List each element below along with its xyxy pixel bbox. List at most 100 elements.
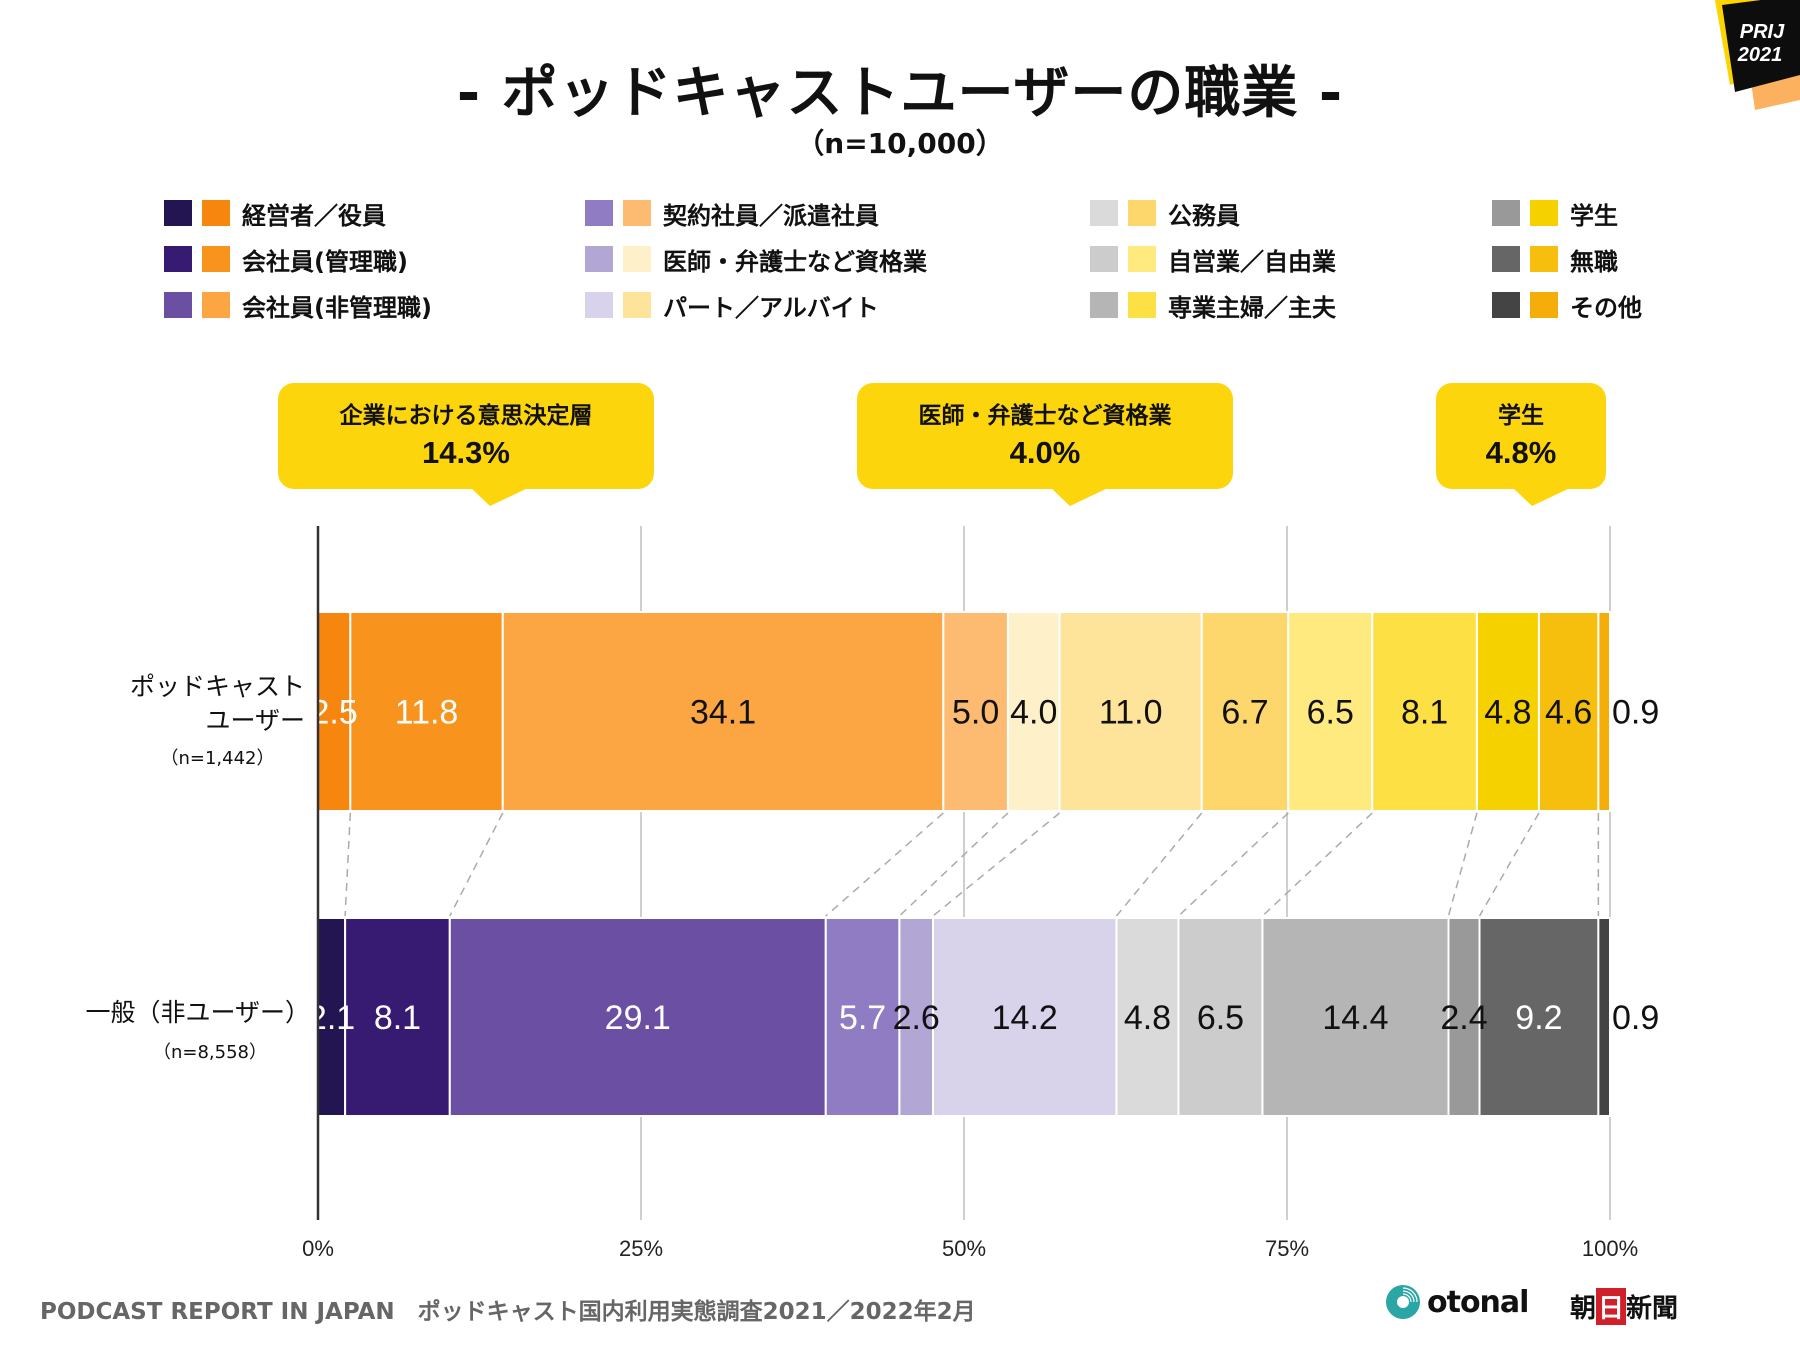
legend-item: 学生 <box>1492 198 1618 230</box>
x-tick-label: 25% <box>619 1236 663 1261</box>
bar-segment <box>344 917 451 1117</box>
data-label: 6.5 <box>1307 694 1354 732</box>
data-label: 4.0 <box>1010 694 1057 732</box>
legend-label: 契約社員／派遣社員 <box>663 201 879 230</box>
badge-text-line1: PRIJ <box>1740 21 1785 43</box>
x-tick-label: 100% <box>1582 1236 1638 1261</box>
legend-swatch-general <box>164 200 192 226</box>
asahi-logo-char: 聞 <box>1652 1294 1679 1324</box>
x-tick-label: 75% <box>1265 1236 1309 1261</box>
legend-swatch-general <box>585 200 613 226</box>
callout-bubble: 医師・弁護士など資格業 4.0% <box>857 383 1233 506</box>
data-label: 2.6 <box>893 999 940 1037</box>
data-label: 9.2 <box>1515 999 1562 1037</box>
connector-line <box>449 812 504 917</box>
legend-label: パート／アルバイト <box>663 293 879 322</box>
data-label: 29.1 <box>605 999 671 1037</box>
legend-item: 会社員(非管理職) <box>164 290 432 322</box>
connector-line <box>932 812 1061 917</box>
bar-segment <box>1115 917 1180 1117</box>
legend-swatch-general <box>1492 292 1520 318</box>
legend-item: 専業主婦／主夫 <box>1090 290 1336 322</box>
data-label: 14.4 <box>1322 999 1388 1037</box>
connector-line <box>1177 812 1289 917</box>
bar-segment <box>1475 611 1540 812</box>
legend-swatch-general <box>585 246 613 272</box>
data-label: 11.8 <box>395 694 459 732</box>
data-label: 8.1 <box>1401 694 1448 732</box>
legend-swatch-general <box>1090 246 1118 272</box>
legend-item: 自営業／自由業 <box>1090 244 1336 276</box>
callout-bubble: 学生 4.8% <box>1436 383 1606 506</box>
row-label-general: 一般（非ユーザー） （n=8,558） <box>60 996 310 1064</box>
bar-segment <box>1261 917 1450 1117</box>
connector-line <box>1115 812 1203 917</box>
legend-swatch-user <box>1530 200 1558 226</box>
legend-label: その他 <box>1570 293 1642 322</box>
legend-swatch-user <box>1128 200 1156 226</box>
otonal-logo: otonal <box>1385 1284 1529 1320</box>
legend-item: 公務員 <box>1090 198 1240 230</box>
data-label: 14.2 <box>992 999 1058 1037</box>
bar-segment <box>824 917 901 1117</box>
callout-value: 4.0% <box>1010 435 1081 470</box>
legend-label: 会社員(管理職) <box>242 247 408 276</box>
legend-swatch-user <box>623 246 651 272</box>
legend-label: 自営業／自由業 <box>1168 247 1336 276</box>
legend-swatch-user <box>202 292 230 318</box>
callout-bubble: 企業における意思決定層 14.3% <box>278 383 654 506</box>
bar-segment <box>1200 611 1290 812</box>
bar-segment <box>501 611 945 812</box>
legend-swatch-general <box>164 292 192 318</box>
asahi-logo-char: 新 <box>1626 1294 1653 1324</box>
legend-swatch-general <box>1492 200 1520 226</box>
callout-box <box>857 383 1233 489</box>
otonal-disc-icon <box>1386 1285 1420 1319</box>
legend-swatch-user <box>1530 292 1558 318</box>
legend-swatch-general <box>1090 200 1118 226</box>
data-label: 2.4 <box>1440 999 1487 1037</box>
data-label: 4.8 <box>1484 694 1531 732</box>
bar-segment <box>1597 611 1611 812</box>
legend-label: 公務員 <box>1168 201 1240 230</box>
callout-title: 企業における意思決定層 <box>339 402 593 428</box>
legend-swatch-general <box>164 246 192 272</box>
bar-segment <box>1006 611 1061 812</box>
connector-line <box>898 812 1009 917</box>
legend-swatch-user <box>1128 292 1156 318</box>
row-label-user-line2: ユーザー <box>205 706 305 735</box>
callout-box <box>278 383 654 489</box>
legend-swatch-general <box>1090 292 1118 318</box>
connector-lines <box>344 812 1600 917</box>
legend-label: 会社員(非管理職) <box>242 293 432 322</box>
legend-item: 会社員(管理職) <box>164 244 408 276</box>
legend-swatch-user <box>202 246 230 272</box>
callout-tail <box>1050 487 1110 506</box>
otonal-logo-text: otonal <box>1427 1284 1529 1320</box>
bars <box>317 611 1611 1117</box>
legend-item: 医師・弁護士など資格業 <box>585 244 927 276</box>
row-label-general-n: （n=8,558） <box>152 1042 268 1063</box>
connector-line <box>1261 812 1373 917</box>
data-label: 0.9 <box>1612 694 1659 732</box>
prij-badge: PRIJ 2021 <box>1715 0 1800 110</box>
connector-line <box>1478 812 1540 917</box>
badge-black-shape <box>1722 0 1800 92</box>
connector-line <box>825 812 944 917</box>
legend-item: 契約社員／派遣社員 <box>585 198 879 230</box>
data-label: 5.0 <box>952 694 999 732</box>
legend-label: 経営者／役員 <box>242 201 386 230</box>
chart-title: - ポッドキャストユーザーの職業 - <box>456 61 1344 126</box>
row-label-user: ポッドキャスト ユーザー （n=1,442） <box>100 670 305 770</box>
bar-segment <box>1058 611 1203 812</box>
data-label: 34.1 <box>690 694 756 732</box>
data-label: 2.1 <box>308 999 355 1037</box>
data-label: 0.9 <box>1612 999 1659 1037</box>
legend-swatch-user <box>202 200 230 226</box>
callouts: 企業における意思決定層 14.3% 医師・弁護士など資格業 4.0% 学生 4.8% <box>278 383 1606 506</box>
data-label: 6.5 <box>1197 999 1244 1037</box>
callout-title: 学生 <box>1498 402 1544 428</box>
x-tick-label: 0% <box>302 1236 334 1261</box>
asahi-logo-char-red: 日 <box>1596 1288 1627 1325</box>
